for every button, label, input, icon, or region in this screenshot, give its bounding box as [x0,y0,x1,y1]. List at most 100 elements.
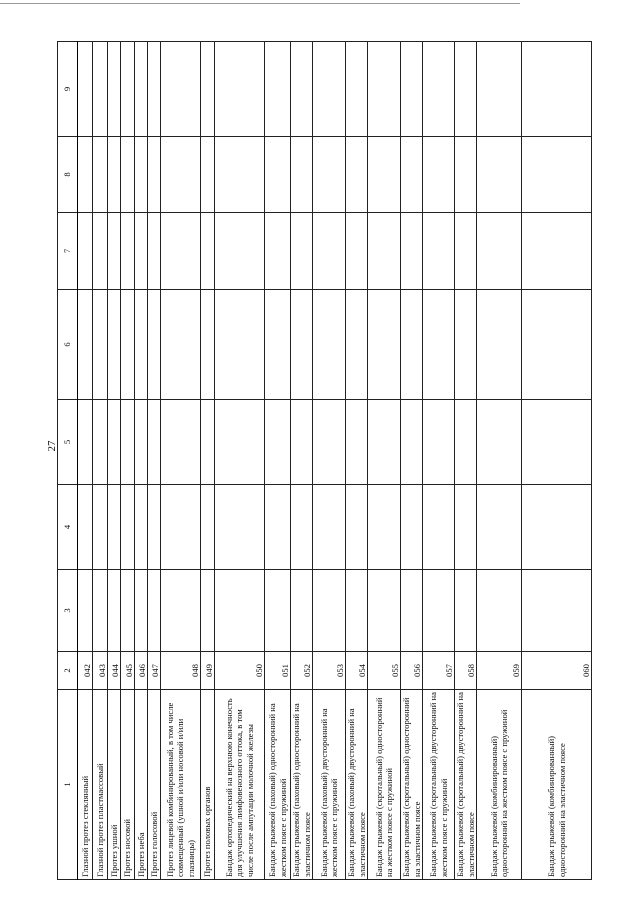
empty-cell-col-9 [367,41,401,137]
empty-cell-col-8 [200,136,215,213]
column-header-2: 2 [57,651,78,690]
empty-cell-col-9 [521,41,592,137]
row-code: 046 [134,651,148,690]
empty-cell-col-3 [107,569,121,652]
empty-cell-col-6 [92,289,108,400]
column-header-6: 6 [57,289,78,400]
empty-cell-col-6 [107,289,121,400]
row-code: 055 [367,651,401,690]
empty-cell-col-9 [77,41,93,137]
row-name: Протез голосовой [147,689,161,880]
empty-cell-col-4 [92,484,108,570]
table-row: Бандаж грыжевой (паховый) односторонний … [290,41,313,880]
empty-cell-col-5 [454,399,477,485]
empty-cell-col-9 [312,41,346,137]
scan-edge-line [0,3,520,4]
table-row: Бандаж грыжевой (паховый) односторонний … [264,41,291,880]
empty-cell-col-9 [422,41,455,137]
column-header-9: 9 [57,41,78,137]
table-row: Протез неба 046 [134,41,148,880]
empty-cell-col-9 [264,41,291,137]
row-name: Протез носовой [120,689,135,880]
row-code: 049 [200,651,215,690]
row-name: Бандаж грыжевой (паховый) односторонний … [264,689,291,880]
empty-cell-col-4 [107,484,121,570]
empty-cell-col-8 [476,136,522,213]
empty-cell-col-7 [422,212,455,290]
empty-cell-col-3 [120,569,135,652]
empty-cell-col-3 [92,569,108,652]
empty-cell-col-8 [160,136,201,213]
empty-cell-col-9 [454,41,477,137]
empty-cell-col-4 [312,484,346,570]
empty-cell-col-7 [92,212,108,290]
empty-cell-col-6 [476,289,522,400]
empty-cell-col-6 [422,289,455,400]
empty-cell-col-7 [290,212,313,290]
empty-cell-col-3 [147,569,161,652]
column-header-5: 5 [57,399,78,485]
table-row: Бандаж грыжевой (скротальный) односторон… [400,41,423,880]
row-code: 043 [92,651,108,690]
empty-cell-col-7 [200,212,215,290]
empty-cell-col-3 [214,569,265,652]
empty-cell-col-8 [264,136,291,213]
empty-cell-col-7 [476,212,522,290]
empty-cell-col-3 [345,569,368,652]
empty-cell-col-6 [521,289,592,400]
empty-cell-col-6 [264,289,291,400]
empty-cell-col-9 [345,41,368,137]
empty-cell-col-3 [134,569,148,652]
empty-cell-col-3 [264,569,291,652]
empty-cell-col-7 [134,212,148,290]
empty-cell-col-8 [120,136,135,213]
table-row: Глазной протез стеклянный 042 [77,41,93,880]
empty-cell-col-7 [454,212,477,290]
empty-cell-col-6 [200,289,215,400]
empty-cell-col-5 [92,399,108,485]
empty-cell-col-8 [454,136,477,213]
empty-cell-col-7 [107,212,121,290]
empty-cell-col-4 [345,484,368,570]
empty-cell-col-6 [312,289,346,400]
empty-cell-col-4 [214,484,265,570]
empty-cell-col-9 [476,41,522,137]
empty-cell-col-8 [214,136,265,213]
empty-cell-col-5 [200,399,215,485]
column-header-7: 7 [57,212,78,290]
table-row: Протез голосовой 047 [147,41,161,880]
empty-cell-col-6 [134,289,148,400]
empty-cell-col-7 [521,212,592,290]
row-code: 054 [345,651,368,690]
empty-cell-col-4 [120,484,135,570]
empty-cell-col-8 [312,136,346,213]
row-code: 050 [214,651,265,690]
row-name: Протез неба [134,689,148,880]
empty-cell-col-4 [400,484,423,570]
empty-cell-col-9 [147,41,161,137]
row-code: 052 [290,651,313,690]
empty-cell-col-6 [147,289,161,400]
empty-cell-col-8 [107,136,121,213]
empty-cell-col-6 [77,289,93,400]
empty-cell-col-5 [107,399,121,485]
row-code: 057 [422,651,455,690]
empty-cell-col-5 [476,399,522,485]
empty-cell-col-4 [200,484,215,570]
empty-cell-col-4 [290,484,313,570]
empty-cell-col-4 [476,484,522,570]
row-code: 047 [147,651,161,690]
table-row: Бандаж грыжевой (скротальный) двусторонн… [454,41,477,880]
empty-cell-col-8 [77,136,93,213]
table-row: Бандаж грыжевой (паховый) двусторонний н… [345,41,368,880]
empty-cell-col-5 [312,399,346,485]
row-name: Бандаж грыжевой (паховый) односторонний … [290,689,313,880]
row-name: Глазной протез стеклянный [77,689,93,880]
empty-cell-col-5 [160,399,201,485]
empty-cell-col-6 [214,289,265,400]
empty-cell-col-5 [134,399,148,485]
empty-cell-col-6 [290,289,313,400]
empty-cell-col-8 [400,136,423,213]
empty-cell-col-7 [160,212,201,290]
empty-cell-col-8 [422,136,455,213]
